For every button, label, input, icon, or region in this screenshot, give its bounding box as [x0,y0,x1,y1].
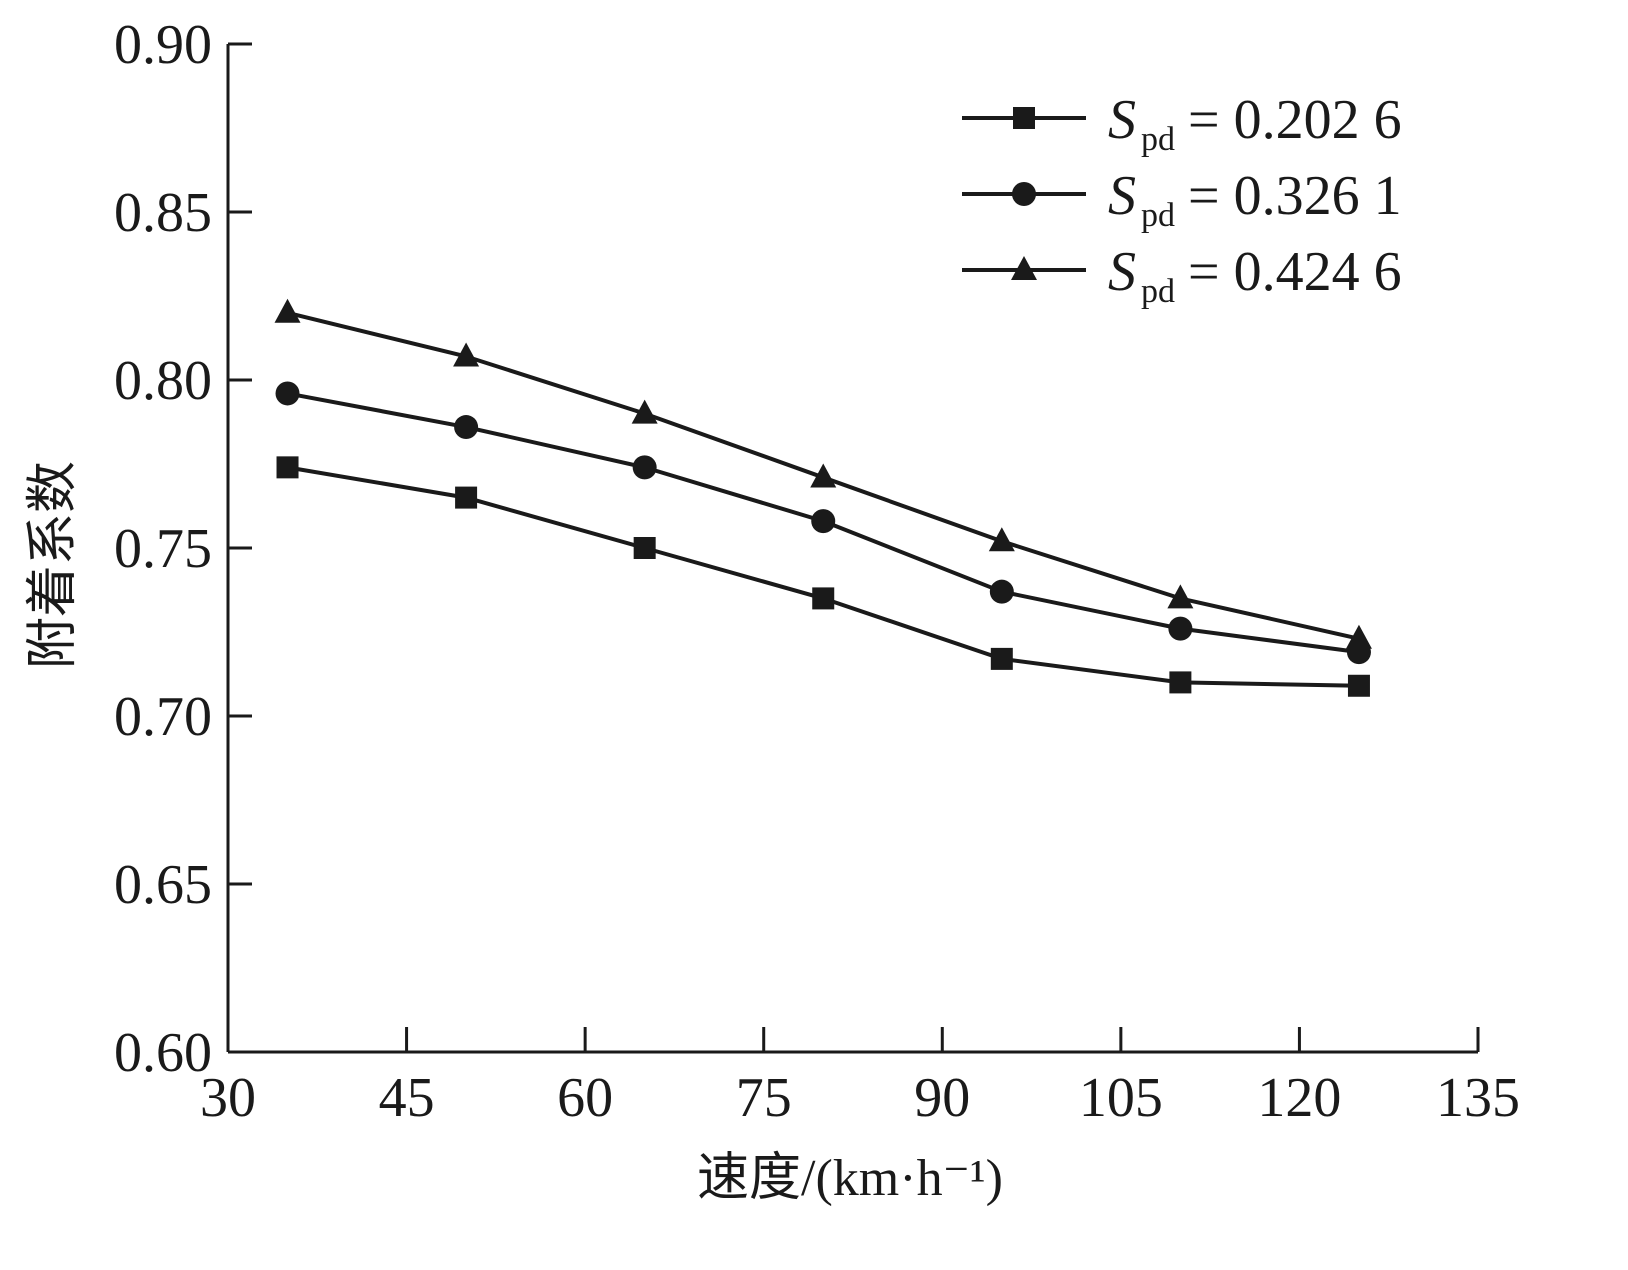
data-point-triangle [453,342,480,367]
y-tick-label: 0.85 [114,182,212,244]
legend-value: = 0.326 1 [1188,165,1402,227]
y-tick-label: 0.75 [114,518,212,580]
data-point-square [1169,671,1192,694]
series-line [287,465,1359,688]
data-point-triangle [1167,584,1194,609]
x-tick-label: 120 [1257,1067,1341,1129]
x-tick-label: 105 [1079,1067,1163,1129]
series-circle [275,381,1371,665]
data-point-circle [1168,616,1193,641]
x-tick-label: 90 [914,1067,970,1129]
data-point-square [812,587,835,610]
x-tick-label: 135 [1436,1067,1520,1129]
data-point-circle [454,415,479,440]
series-triangle [274,298,1372,649]
data-point-triangle [810,463,837,488]
data-point-square [1347,674,1370,697]
legend-marker-square [1013,107,1035,129]
legend-subscript: pd [1141,273,1175,310]
series-layer [274,298,1372,697]
legend-symbol: S [1108,241,1136,303]
legend-marker-circle [1012,182,1036,206]
x-axis-title: 速度/(km·h⁻¹) [697,1150,1003,1207]
data-point-square [276,456,299,479]
data-point-triangle [988,527,1015,552]
data-point-square [990,647,1013,670]
legend-symbol: S [1108,165,1136,227]
data-point-triangle [274,298,301,323]
y-tick-label: 0.70 [114,686,212,748]
axes: 30 45 60 75 90 105 120 135 0.60 0.65 0.70 0.75 0.80 0… [114,14,1520,1129]
y-tick-label: 0.80 [114,350,212,412]
data-point-circle [989,579,1014,604]
legend-subscript: pd [1141,121,1175,158]
data-point-triangle [1345,624,1372,649]
series-square [276,456,1370,697]
legend-marker-triangle [1011,256,1037,280]
x-tick-label: 45 [379,1067,435,1129]
y-axis-title: 附着系数 [25,461,82,669]
y-tick-label: 0.90 [114,14,212,76]
y-tick-label: 0.60 [114,1022,212,1084]
legend-symbol: S [1108,89,1136,151]
x-tick-label: 30 [200,1067,256,1129]
data-point-square [633,537,656,559]
legend-subscript: pd [1141,197,1175,234]
legend-value: = 0.424 6 [1188,241,1402,303]
data-point-circle [811,509,836,534]
legend-value: = 0.202 6 [1188,89,1402,151]
data-point-square [455,486,478,509]
data-point-circle [632,455,657,480]
x-tick-label: 75 [736,1067,792,1129]
data-point-circle [275,381,300,406]
x-tick-label: 60 [557,1067,613,1129]
data-point-triangle [631,399,658,424]
y-tick-label: 0.65 [114,854,212,916]
